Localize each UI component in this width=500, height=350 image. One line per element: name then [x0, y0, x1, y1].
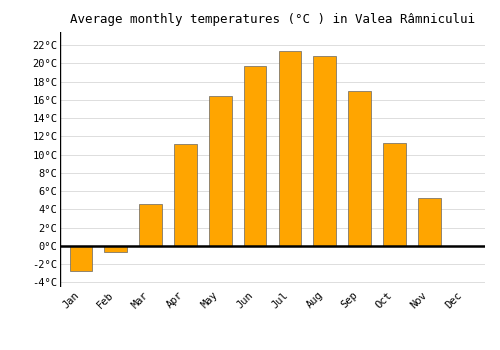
Bar: [174, 144, 197, 246]
Bar: [314, 56, 336, 246]
Bar: [418, 197, 440, 246]
Bar: [209, 96, 232, 246]
Bar: [104, 246, 127, 252]
Bar: [348, 91, 371, 246]
Title: Average monthly temperatures (°C ) in Valea Râmnicului: Average monthly temperatures (°C ) in Va…: [70, 13, 475, 26]
Bar: [244, 66, 266, 246]
Bar: [383, 143, 406, 246]
Bar: [70, 246, 92, 272]
Bar: [278, 51, 301, 246]
Bar: [140, 204, 162, 246]
